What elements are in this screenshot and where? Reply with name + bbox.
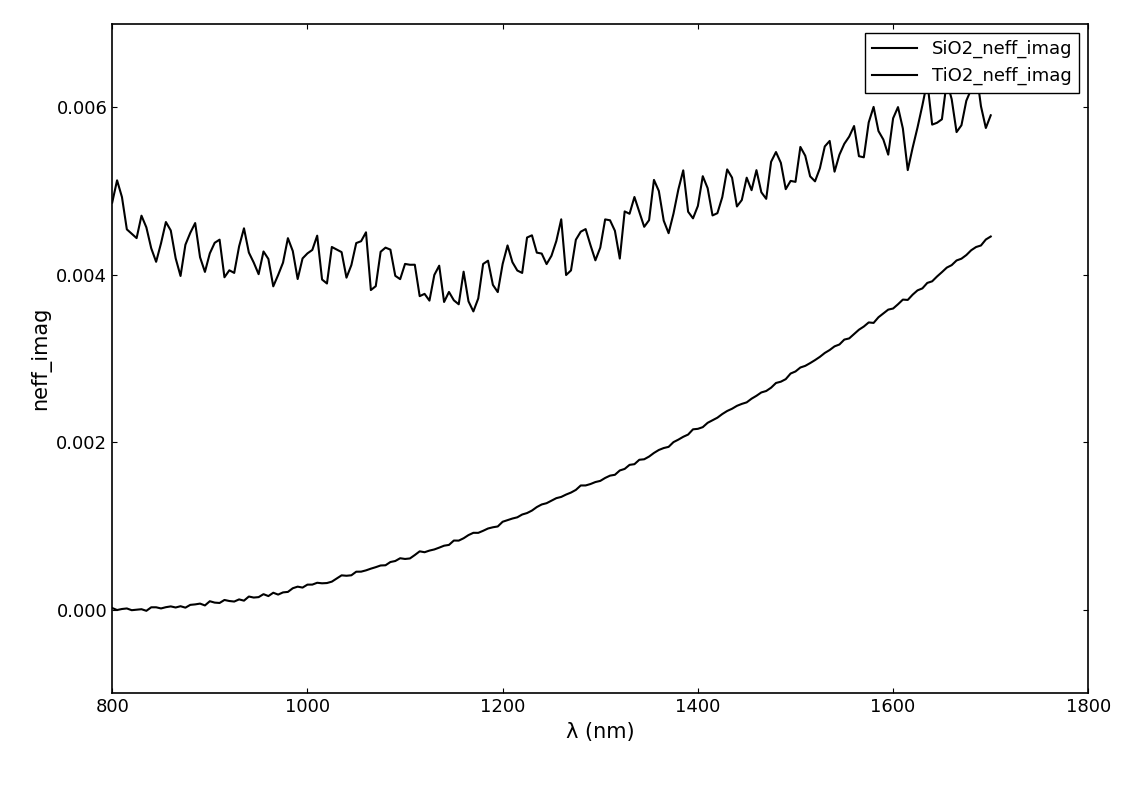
TiO2_neff_imag [105, 198, 119, 207]
SiO2_neff_imag [139, 606, 153, 615]
SiO2_neff_imag [105, 604, 119, 613]
SiO2_neff_imag [984, 232, 997, 241]
TiO2_neff_imag [837, 139, 850, 148]
SiO2_neff_imag [242, 592, 256, 601]
TiO2_neff_imag [237, 224, 250, 233]
Legend: SiO2_neff_imag, TiO2_neff_imag: SiO2_neff_imag, TiO2_neff_imag [865, 32, 1079, 93]
Y-axis label: neff_imag: neff_imag [30, 307, 50, 411]
SiO2_neff_imag [837, 335, 850, 344]
TiO2_neff_imag [969, 65, 983, 74]
Line: TiO2_neff_imag: TiO2_neff_imag [112, 69, 991, 311]
TiO2_neff_imag [535, 249, 549, 258]
SiO2_neff_imag [184, 600, 197, 610]
TiO2_neff_imag [178, 240, 192, 250]
TiO2_neff_imag [530, 248, 543, 258]
TiO2_neff_imag [350, 238, 364, 247]
SiO2_neff_imag [535, 500, 549, 509]
TiO2_neff_imag [467, 307, 480, 316]
Line: SiO2_neff_imag: SiO2_neff_imag [112, 236, 991, 611]
SiO2_neff_imag [355, 567, 368, 576]
SiO2_neff_imag [530, 502, 543, 511]
X-axis label: λ (nm): λ (nm) [565, 722, 635, 742]
TiO2_neff_imag [984, 110, 997, 120]
